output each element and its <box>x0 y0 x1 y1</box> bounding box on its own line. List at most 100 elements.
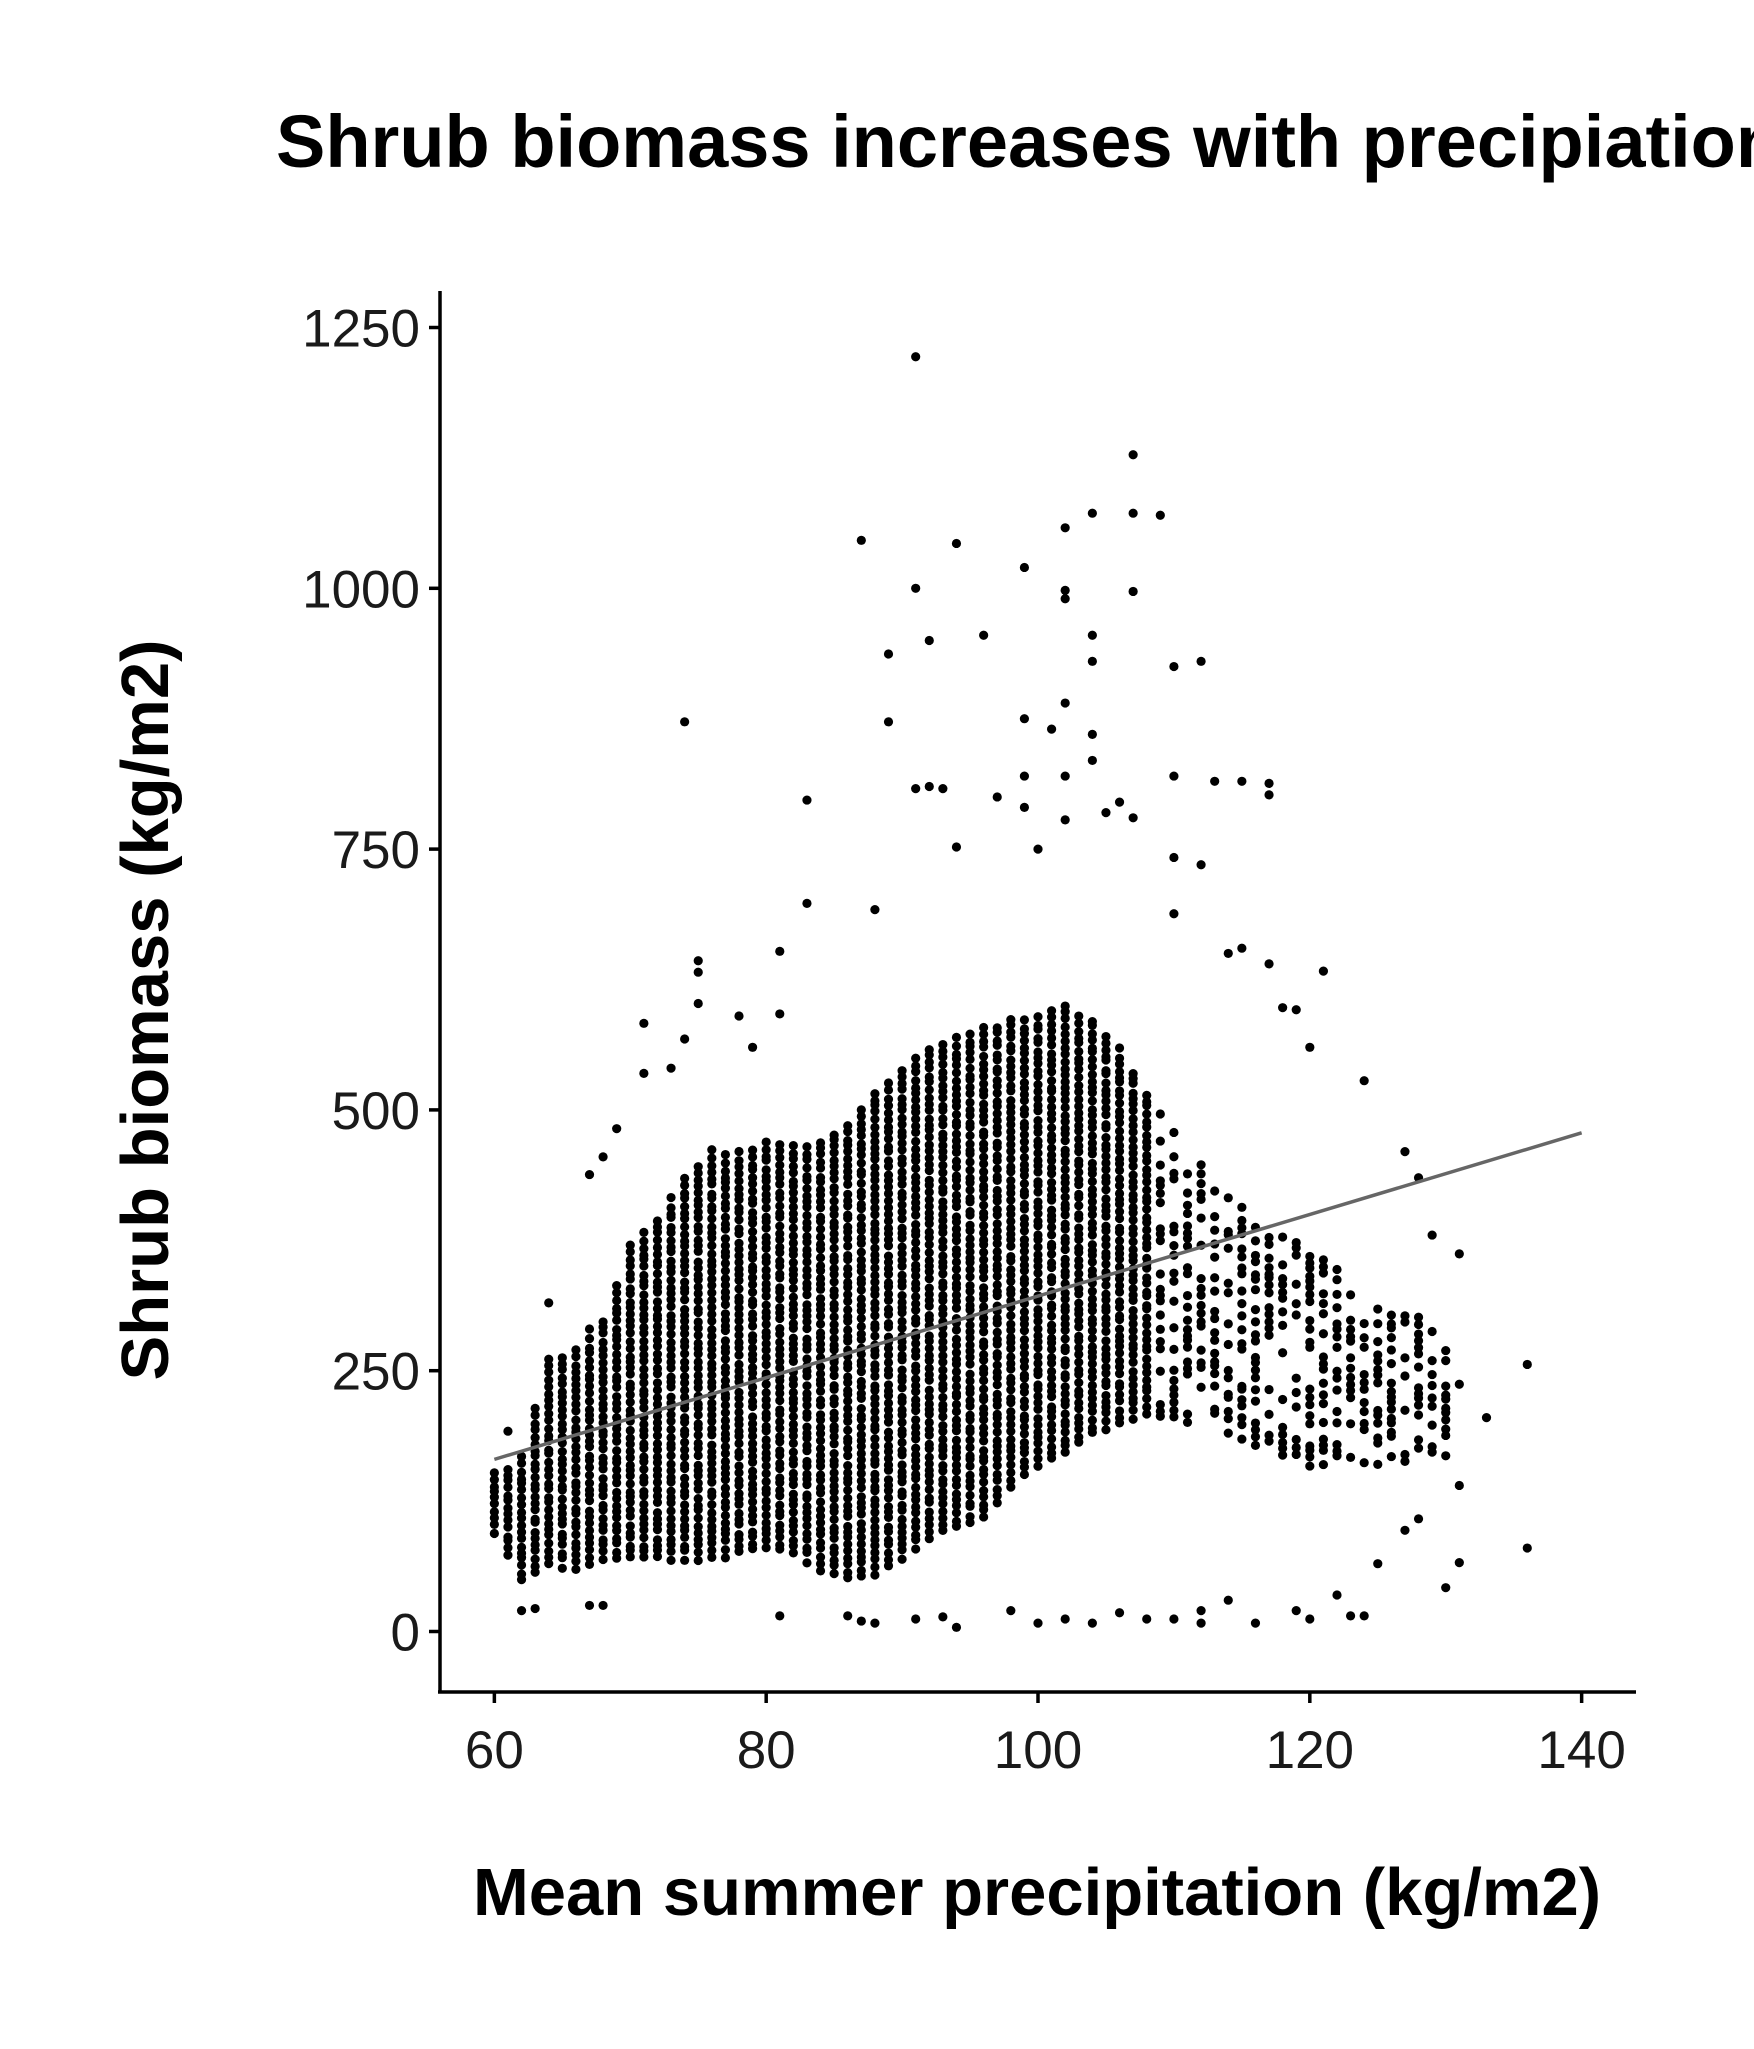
data-point <box>1318 1459 1329 1470</box>
data-point <box>652 1363 663 1374</box>
data-point <box>1318 1434 1329 1444</box>
data-point <box>1332 1406 1342 1417</box>
data-point <box>516 1560 527 1570</box>
data-point <box>870 1421 880 1431</box>
data-point <box>1101 1031 1111 1042</box>
data-point <box>652 1452 663 1462</box>
data-point <box>843 1521 853 1532</box>
data-point <box>598 1520 608 1530</box>
data-point <box>992 1427 1002 1437</box>
data-point <box>1019 802 1030 812</box>
data-point <box>1033 1177 1043 1187</box>
data-point <box>639 1419 649 1429</box>
data-point <box>1033 1020 1043 1031</box>
data-point <box>666 1450 676 1461</box>
data-point <box>856 1461 866 1472</box>
data-point <box>788 1188 798 1198</box>
data-point <box>1074 1413 1084 1423</box>
data-point <box>883 1209 894 1219</box>
data-point <box>897 1316 907 1327</box>
data-point <box>761 1379 771 1389</box>
data-point <box>815 1497 826 1507</box>
data-point <box>720 1456 731 1467</box>
data-point <box>788 1245 798 1255</box>
data-point <box>680 1480 690 1490</box>
data-point <box>1413 1312 1424 1322</box>
data-point <box>666 1203 676 1213</box>
data-point <box>598 1344 608 1355</box>
data-point <box>1332 1446 1342 1456</box>
data-point <box>544 1409 554 1419</box>
data-point <box>720 1535 731 1545</box>
data-point <box>788 1350 798 1361</box>
data-point <box>1223 1428 1233 1438</box>
data-point <box>883 1411 894 1421</box>
data-point <box>707 1161 717 1171</box>
data-point <box>992 1108 1002 1119</box>
data-point <box>911 1163 921 1174</box>
data-point <box>666 1521 676 1531</box>
data-point <box>856 1105 866 1115</box>
y-tick-label: 1000 <box>302 560 420 619</box>
data-point <box>1101 1390 1111 1401</box>
data-point <box>992 1271 1002 1281</box>
data-point <box>1196 1213 1206 1223</box>
data-point <box>938 1343 948 1353</box>
data-point <box>1033 1446 1043 1456</box>
data-point <box>1318 1399 1329 1409</box>
data-point <box>1006 1140 1016 1150</box>
data-point <box>639 1068 649 1078</box>
data-point <box>1291 1237 1301 1248</box>
data-point <box>1128 813 1138 823</box>
data-point <box>788 1412 798 1422</box>
data-point <box>1386 1333 1396 1343</box>
data-point <box>938 1140 948 1151</box>
data-point <box>747 1343 758 1353</box>
data-point <box>693 1478 703 1488</box>
data-point <box>897 1405 907 1415</box>
data-point <box>1074 1331 1084 1341</box>
data-point <box>1087 1257 1097 1267</box>
data-point <box>951 1212 962 1222</box>
data-point <box>734 1488 744 1499</box>
data-point <box>1087 1197 1097 1207</box>
data-point <box>666 1275 676 1286</box>
data-point <box>979 1220 989 1231</box>
data-point <box>625 1352 635 1362</box>
data-point <box>829 1422 839 1432</box>
data-point <box>897 1078 907 1089</box>
data-point <box>1142 1368 1152 1378</box>
data-point <box>856 535 866 545</box>
data-point <box>870 1183 880 1193</box>
data-point <box>544 1457 554 1467</box>
data-point <box>1114 1188 1125 1199</box>
data-point <box>1373 1405 1383 1416</box>
data-point <box>1060 1417 1070 1427</box>
data-point <box>951 1367 962 1377</box>
data-point <box>897 1127 907 1137</box>
data-point <box>883 1548 894 1558</box>
data-point <box>802 1440 812 1451</box>
data-point <box>979 1446 989 1456</box>
data-point <box>856 1422 866 1432</box>
data-point <box>1210 1211 1220 1222</box>
data-point <box>530 1459 540 1469</box>
data-point <box>1264 1263 1274 1273</box>
data-point <box>883 1493 894 1503</box>
data-point <box>843 1136 853 1146</box>
data-point <box>1074 1284 1084 1294</box>
data-point <box>1074 1210 1084 1220</box>
data-point <box>666 1486 676 1496</box>
data-point <box>951 1224 962 1234</box>
data-point <box>707 1295 717 1305</box>
data-point <box>1142 1287 1152 1297</box>
data-point <box>1332 1418 1342 1428</box>
data-point <box>1128 1245 1138 1255</box>
data-point <box>1019 1429 1030 1439</box>
data-point <box>1128 1114 1138 1124</box>
data-point <box>1359 1318 1369 1329</box>
data-point <box>1359 1611 1369 1621</box>
data-point <box>761 1484 771 1494</box>
data-point <box>829 1468 839 1478</box>
data-point <box>1142 1273 1152 1283</box>
